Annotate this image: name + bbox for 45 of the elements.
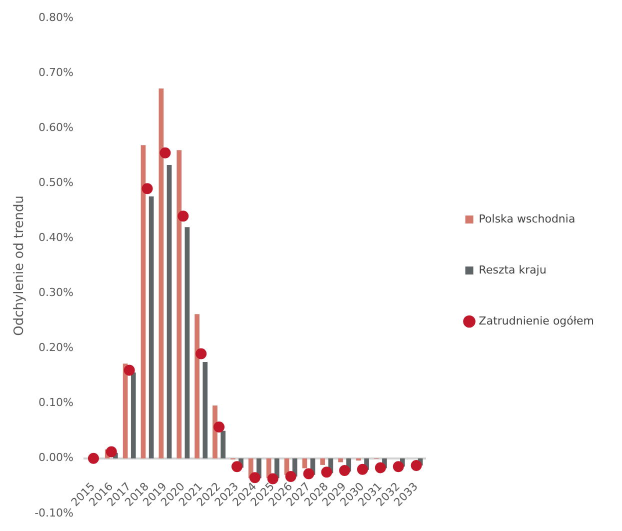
point xyxy=(106,446,117,458)
point xyxy=(303,468,314,480)
bar xyxy=(302,458,308,468)
point xyxy=(214,421,225,432)
point xyxy=(196,348,207,360)
bar xyxy=(220,430,226,458)
y-tick-label: 0.20% xyxy=(38,341,74,354)
y-axis-title: Odchylenie od trendu xyxy=(12,196,28,336)
bar xyxy=(148,196,154,458)
y-tick-label: 0.50% xyxy=(38,176,74,189)
bar xyxy=(202,362,208,458)
point xyxy=(374,462,386,474)
y-tick-label: 0.00% xyxy=(38,451,74,464)
point xyxy=(339,464,350,476)
point xyxy=(231,461,242,472)
legend-label: Reszta kraju xyxy=(478,263,546,276)
point xyxy=(321,466,332,478)
y-tick-label: 0.60% xyxy=(38,120,74,134)
bar xyxy=(140,145,146,458)
y-tick-label: -0.10% xyxy=(34,506,74,520)
point xyxy=(357,464,368,475)
legend-label: Polska wschodnia xyxy=(478,212,576,226)
bar xyxy=(166,164,172,458)
bar xyxy=(194,314,200,458)
y-tick-label: 0.70% xyxy=(38,66,74,79)
y-tick-label: 0.10% xyxy=(38,396,74,410)
y-tick-label: 0.40% xyxy=(38,231,74,244)
point xyxy=(124,364,135,376)
bar xyxy=(356,458,361,461)
bar xyxy=(320,458,326,465)
legend-label: Zatrudnienie ogółem xyxy=(478,314,594,328)
point xyxy=(178,210,189,222)
point xyxy=(160,147,171,158)
bar xyxy=(338,458,343,462)
point xyxy=(285,471,296,482)
point xyxy=(410,460,422,472)
y-tick-label: 0.80% xyxy=(38,10,74,24)
point xyxy=(392,461,404,472)
bar xyxy=(184,227,190,458)
bar xyxy=(158,88,164,458)
bar xyxy=(130,372,136,458)
point xyxy=(142,183,153,194)
bar xyxy=(176,150,182,458)
point xyxy=(88,452,99,464)
y-tick-label: 0.30% xyxy=(38,286,74,300)
